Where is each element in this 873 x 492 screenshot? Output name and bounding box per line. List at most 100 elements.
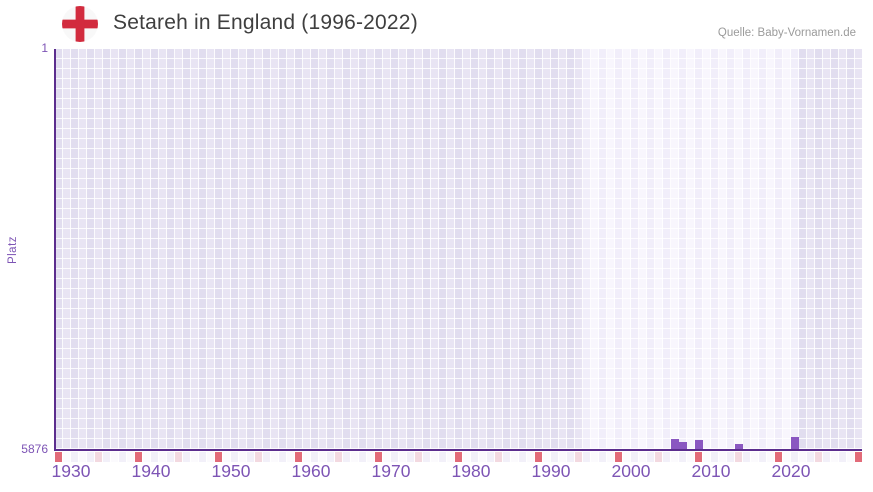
strip-cell [783, 452, 791, 462]
strip-cell [599, 452, 607, 462]
decade-mark-2030 [855, 452, 862, 462]
strip-cell [727, 452, 735, 462]
strip-cell [559, 452, 567, 462]
decade-mark-1960 [295, 452, 303, 462]
strip-cell [799, 452, 807, 462]
x-tick-label-1930: 1930 [51, 461, 91, 481]
strip-cell [79, 452, 87, 462]
decade-mark-1940 [135, 452, 143, 462]
strip-cell [111, 452, 119, 462]
strip-cell [191, 452, 199, 462]
strip-cell [231, 452, 239, 462]
strip-cell [527, 452, 535, 462]
strip-cell [663, 452, 671, 462]
strip-cell [319, 452, 327, 462]
strip-cell [551, 452, 559, 462]
x-tick-label-2020: 2020 [771, 461, 811, 481]
strip-cell [503, 452, 511, 462]
decade-mark-2010 [695, 452, 703, 462]
x-tick-label-1970: 1970 [371, 461, 411, 481]
strip-cell [471, 452, 479, 462]
strip-cell [351, 452, 359, 462]
strip-cell [647, 452, 655, 462]
strip-cell [591, 452, 599, 462]
strip-cell [759, 452, 767, 462]
bar-2007 [671, 439, 679, 450]
strip-cell [151, 452, 159, 462]
x-tick-label-1990: 1990 [531, 461, 571, 481]
strip-cell [687, 452, 695, 462]
half-decade-mark-2005 [655, 452, 663, 462]
strip-cell [511, 452, 519, 462]
strip-cell [183, 452, 191, 462]
strip-cell [159, 452, 167, 462]
strip-cell [279, 452, 287, 462]
strip-cell [791, 452, 799, 462]
strip-cell [359, 452, 367, 462]
strip-cell [247, 452, 255, 462]
strip-cell [287, 452, 295, 462]
strip-cell [743, 452, 751, 462]
x-tick-label-2000: 2000 [611, 461, 651, 481]
x-axis-line [54, 449, 862, 451]
strip-cell [343, 452, 351, 462]
strip-cell [207, 452, 215, 462]
strip-cell [607, 452, 615, 462]
x-tick-label-2010: 2010 [691, 461, 731, 481]
strip-cell [463, 452, 471, 462]
y-axis-top-label: 1 [41, 41, 48, 55]
x-axis-tick-strip [55, 452, 862, 462]
decade-mark-2000 [615, 452, 623, 462]
bar-2008 [679, 442, 687, 450]
strip-cell [671, 452, 679, 462]
strip-cell [623, 452, 631, 462]
decade-mark-1980 [455, 452, 463, 462]
strip-cell [223, 452, 231, 462]
strip-cell [831, 452, 839, 462]
decade-mark-1930 [55, 452, 63, 462]
half-decade-mark-1975 [415, 452, 423, 462]
strip-cell [399, 452, 407, 462]
strip-cell [167, 452, 175, 462]
strip-cell [703, 452, 711, 462]
x-tick-label-1960: 1960 [291, 461, 331, 481]
strip-cell [807, 452, 815, 462]
strip-cell [303, 452, 311, 462]
strip-cell [519, 452, 527, 462]
strip-cell [71, 452, 79, 462]
strip-cell [391, 452, 399, 462]
strip-cell [447, 452, 455, 462]
strip-cell [263, 452, 271, 462]
strip-cell [847, 452, 855, 462]
x-axis-labels: 1930 1940 1950 1960 1970 1980 1990 2000 2010 2020 [51, 461, 862, 485]
source-credit: Quelle: Baby-Vornamen.de [717, 27, 856, 39]
decade-mark-1970 [375, 452, 383, 462]
strip-cell [679, 452, 687, 462]
half-decade-mark-1985 [495, 452, 503, 462]
strip-cell [639, 452, 647, 462]
chart-title: Setareh in England (1996-2022) [113, 11, 418, 34]
half-decade-mark-1995 [575, 452, 583, 462]
bar-2022 [791, 437, 799, 450]
grid-zone-post-data [799, 49, 862, 450]
strip-cell [711, 452, 719, 462]
strip-cell [127, 452, 135, 462]
strip-cell [63, 452, 71, 462]
strip-cell [239, 452, 247, 462]
strip-cell [327, 452, 335, 462]
strip-cell [751, 452, 759, 462]
strip-cell [367, 452, 375, 462]
bar-2010 [695, 440, 703, 450]
strip-cell [271, 452, 279, 462]
half-decade-mark-1965 [335, 452, 343, 462]
x-tick-label-1980: 1980 [451, 461, 491, 481]
strip-cell [423, 452, 431, 462]
grid-zone-data-range [583, 49, 799, 450]
strip-cell [119, 452, 127, 462]
strip-cell [839, 452, 847, 462]
bar-2015 [735, 444, 743, 450]
y-axis-title: Platz [7, 235, 19, 265]
half-decade-mark-1945 [175, 452, 183, 462]
plot-area [55, 49, 862, 450]
strip-cell [407, 452, 415, 462]
